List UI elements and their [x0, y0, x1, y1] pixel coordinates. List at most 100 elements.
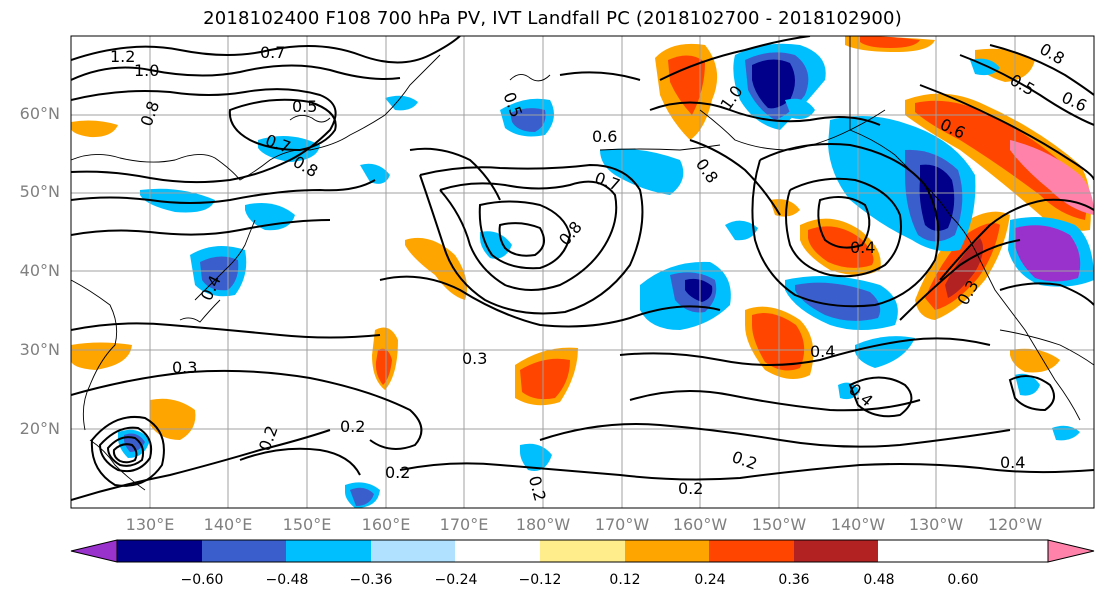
- cool-anomaly-coast-south: [1015, 373, 1040, 396]
- colorbar-tick-label: −0.48: [265, 572, 309, 588]
- lon-label: 170°W: [594, 515, 650, 534]
- colorbar: [70, 539, 1095, 563]
- warm-anomaly-subtropic-core: [520, 358, 570, 400]
- cool-anomaly-mid-peak: [685, 278, 713, 302]
- warm-anomaly-west-edge: [71, 342, 132, 370]
- warm-anomaly-top-core: [860, 36, 920, 48]
- colorbar-tick-label: −0.36: [349, 572, 393, 588]
- cool-anomaly-hokkaido: [360, 163, 390, 184]
- cool-anomaly-japan-core: [200, 256, 239, 291]
- colorbar-bin: [540, 540, 625, 562]
- contour-label: 0.2: [340, 417, 365, 436]
- contour-label: 0.2: [255, 423, 282, 453]
- warm-anomaly-gulf-core: [915, 100, 1087, 220]
- contour-label: 0.8: [555, 217, 586, 249]
- colorbar-bin: [455, 540, 540, 562]
- contour-label: 0.3: [172, 358, 197, 377]
- lon-label: 130°E: [125, 515, 175, 534]
- lon-label: 140°E: [203, 515, 253, 534]
- colorbar-bin: [202, 540, 286, 562]
- contour-label: 0.2: [385, 463, 410, 482]
- colorbar-tick-label: 0.24: [694, 572, 726, 588]
- colorbar-bin: [117, 540, 202, 562]
- cool-anomaly-aleutian: [600, 148, 684, 195]
- contour-label: 0.4: [850, 238, 875, 257]
- coastlines: [71, 36, 1094, 491]
- contour-label: 1.2: [110, 47, 135, 66]
- lon-label: 160°E: [361, 515, 411, 534]
- warm-anomaly-coast-peak: [945, 238, 984, 298]
- contour-label: 0.5: [292, 97, 317, 116]
- colorbar-tick-label: 0.48: [863, 572, 895, 588]
- plot-frame: [70, 35, 1095, 509]
- cool-anomaly-central-mid: [795, 282, 881, 321]
- colorbar-tick-label: −0.24: [434, 572, 478, 588]
- colorbar-bin: [709, 540, 794, 562]
- cool-anomaly-nw-coast-core: [1015, 225, 1081, 282]
- warm-anomaly-westpac-core: [375, 348, 392, 385]
- colorbar-extend-right: [1047, 539, 1095, 563]
- colorbar-bin: [794, 540, 878, 562]
- lat-label-40n: 40°N: [19, 261, 60, 280]
- lon-label: 180°W: [515, 515, 571, 534]
- lon-label: 170°E: [439, 515, 489, 534]
- cool-anomaly-north-core: [510, 108, 546, 132]
- warm-anomaly-nw: [71, 120, 118, 138]
- colorbar-extend-left: [70, 539, 118, 563]
- colorbar-tick-label: 0.36: [778, 572, 810, 588]
- cool-anomaly-subtrop-east: [855, 336, 915, 368]
- lat-label-50n: 50°N: [19, 182, 60, 201]
- contour-label: 0.8: [692, 155, 722, 187]
- lat-label-60n: 60°N: [19, 104, 60, 123]
- colorbar-bin: [625, 540, 709, 562]
- cool-anomaly-south-b: [520, 443, 552, 471]
- lat-label-30n: 30°N: [19, 340, 60, 359]
- cool-anomaly-bering-core: [752, 59, 795, 109]
- contour-label: 0.6: [1059, 88, 1090, 116]
- lon-label: 120°W: [987, 515, 1043, 534]
- lat-label-20n: 20°N: [19, 419, 60, 438]
- contour-label: 0.2: [678, 479, 703, 498]
- cool-anomaly-dateline: [480, 231, 512, 259]
- contour-label: 0.2: [729, 447, 759, 474]
- contour-label: 0.8: [1036, 39, 1068, 68]
- contour-label: 0.6: [592, 127, 617, 146]
- colorbar-bin: [371, 540, 455, 562]
- lon-label: 160°W: [672, 515, 728, 534]
- contour-label: 0.7: [260, 43, 285, 62]
- warm-anomaly-central-core: [752, 312, 805, 371]
- colorbar-tick-label: −0.60: [180, 572, 224, 588]
- contour-label: 1.0: [134, 61, 159, 80]
- colorbar-frame: [116, 539, 1049, 563]
- cool-anomaly-dateline-s: [725, 220, 758, 241]
- contour-label: 0.4: [1000, 453, 1025, 472]
- cool-anomaly-siberia: [385, 95, 418, 111]
- colorbar-tick-label: −0.12: [518, 572, 562, 588]
- lon-label: 130°W: [908, 515, 964, 534]
- contour-label: 0.4: [810, 342, 835, 361]
- cool-anomaly-south-a-core: [350, 487, 374, 506]
- lon-label: 150°E: [282, 515, 332, 534]
- cool-anomaly-bering-e: [785, 98, 815, 119]
- contour-label: 0.3: [462, 349, 487, 368]
- warm-anomaly-dateline: [405, 237, 468, 300]
- pv-contours: [71, 36, 1094, 501]
- cool-anomaly-far-se: [1052, 425, 1080, 441]
- colorbar-tick-label: 0.12: [609, 572, 641, 588]
- lon-label: 150°W: [751, 515, 807, 534]
- warm-anomaly-alaska-core: [668, 55, 705, 115]
- colorbar-tick-label: 0.60: [947, 572, 979, 588]
- graticule: [71, 36, 1094, 508]
- lon-label: 140°W: [830, 515, 886, 534]
- pv-shading-layer: [71, 36, 1094, 508]
- colorbar-bin: [286, 540, 371, 562]
- chart-title: 2018102400 F108 700 hPa PV, IVT Landfall…: [203, 8, 902, 29]
- contour-label: 0.2: [525, 474, 550, 504]
- warm-anomaly-typhoon: [150, 398, 196, 440]
- warm-anomaly-south: [1010, 348, 1060, 373]
- contour-label: 0.8: [137, 98, 164, 128]
- warm-anomaly-gulf-peak: [1010, 140, 1094, 215]
- cool-anomaly-tc-core: [124, 433, 145, 452]
- cool-anomaly-kuril-b: [140, 188, 215, 213]
